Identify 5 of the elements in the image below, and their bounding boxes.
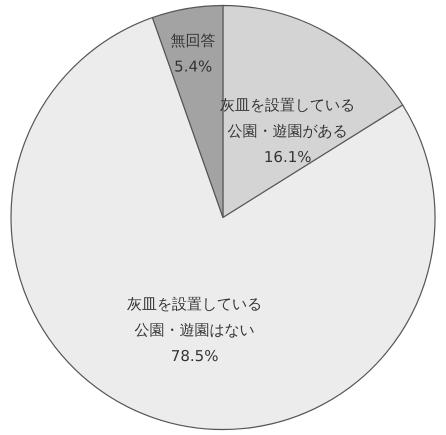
slice-label: 灰皿を設置している公園・遊園はない [127, 295, 262, 340]
data-label: 5.4% [174, 57, 212, 76]
data-label: 78.5% [170, 347, 218, 366]
data-label: 16.1% [264, 148, 312, 166]
slice-label: 無回答 [170, 31, 216, 50]
